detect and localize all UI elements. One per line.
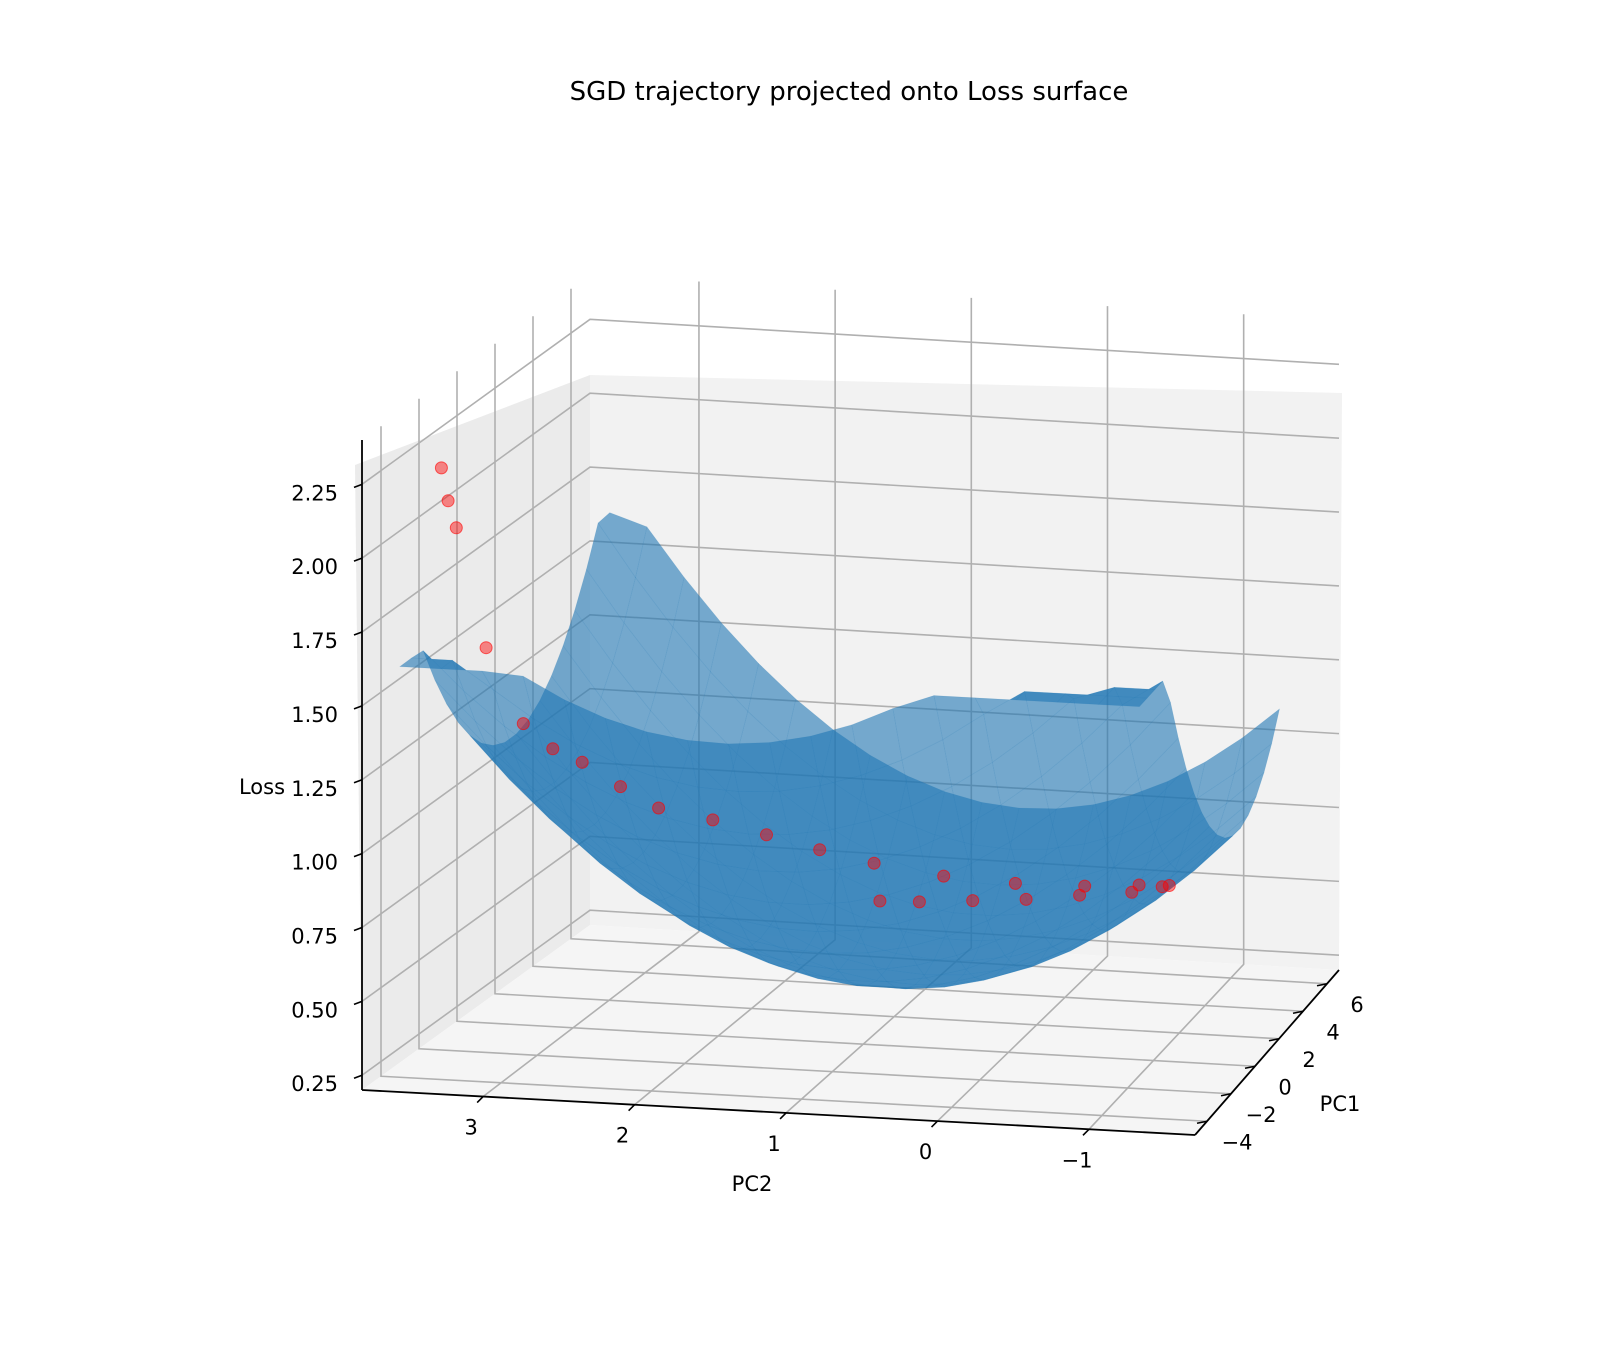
trajectory-point [937,869,951,883]
grid-line-loss [361,318,1340,485]
grid-line-pc1 [494,343,1280,1040]
grid-line-loss [361,540,1340,707]
y-tick-mark [1244,1065,1256,1070]
x-axis-line [361,1089,1196,1136]
y-tick-label: −4 [1222,1130,1253,1154]
grid-line-pc2 [482,281,700,1098]
surface-patch [398,657,454,670]
trajectory-point [867,856,881,870]
trajectory-point [873,894,887,908]
z-tick-mark [353,705,363,710]
trajectory-points [434,461,1176,909]
trajectory-point [516,717,530,731]
trajectory-point [706,813,720,827]
z-tick-label: 1.25 [291,777,338,801]
floor-pane [362,925,1339,1135]
z-tick-label: 1.00 [291,851,338,875]
x-tick-label: 0 [919,1140,932,1164]
x-tick-mark [930,1120,939,1128]
axis-lines [361,440,1340,1136]
tick-labels: 3 2 1 0 −1−4−202460.250.500.751.001.251.501.… [291,481,1363,1172]
trajectory-point [449,521,463,535]
z-tick-label: 1.75 [291,629,338,653]
x-tick-label: 2 [616,1124,629,1148]
trajectory-point [760,828,773,842]
y-axis-line [1194,969,1340,1136]
z-tick-mark [353,557,363,562]
y-tick-label: 4 [1326,1020,1339,1044]
z-axis-label: Loss [239,775,285,799]
z-tick-mark [353,483,363,489]
grid-line-pc1 [456,371,1256,1068]
grid-line-loss [361,392,1340,559]
z-tick-label: 0.75 [291,925,338,949]
x-axis-label: PC2 [732,1172,773,1196]
y-axis-label: PC1 [1320,1092,1361,1116]
trajectory-point [1008,876,1022,890]
y-tick-mark [1196,1120,1208,1125]
z-tick-mark [353,926,363,932]
trajectory-point [652,801,666,815]
surface-patch [1015,691,1067,703]
z-tick-label: 2.25 [291,481,338,505]
trajectory-point [479,641,493,655]
grid-line-pc1 [570,288,1328,985]
trajectory-point [1155,880,1169,894]
surface-patch [1056,693,1107,705]
trajectory-point [614,780,627,794]
y-tick-label: 2 [1302,1048,1315,1072]
grid-line-pc2 [1088,314,1245,1130]
trajectory-point [1019,892,1033,906]
grid-line-pc1 [418,398,1232,1095]
grid-line-loss [361,466,1340,633]
y-tick-mark [1316,982,1328,987]
trajectory-point [1073,888,1087,902]
loss-surface [398,512,1281,990]
z-tick-label: 0.50 [291,998,338,1022]
trajectory-point [1125,885,1139,899]
trajectory-point [546,742,560,756]
y-tick-label: −2 [1246,1103,1277,1127]
y-tick-label: 6 [1350,993,1363,1017]
trajectory-point [912,895,926,909]
z-tick-label: 1.50 [291,703,338,727]
trajectory-point [575,755,589,769]
x-tick-mark [476,1095,484,1104]
z-tick-label: 2.00 [291,555,338,579]
x-tick-mark [628,1104,636,1112]
z-tick-mark [353,1000,363,1006]
z-tick-label: 0.25 [291,1072,338,1096]
grid-line-pc2 [936,306,1109,1122]
trajectory-point [966,894,980,908]
grid-line-pc1 [380,426,1208,1123]
z-tick-mark [353,779,363,784]
chart-title: SGD trajectory projected onto Loss surfa… [570,77,1129,107]
surface-patch [446,703,499,766]
x-tick-label: 3 [464,1116,477,1140]
y-tick-label: 0 [1278,1075,1291,1099]
trajectory-point [813,843,827,857]
z-tick-mark [353,852,363,858]
z-tick-mark [353,1074,363,1079]
trajectory-point [441,494,455,508]
x-tick-mark [779,1112,787,1120]
trajectory-point [434,461,448,475]
x-tick-mark [1082,1128,1090,1136]
y-tick-mark [1292,1010,1304,1015]
y-tick-mark [1220,1092,1232,1097]
surface-patch [1097,695,1148,707]
y-tick-mark [1268,1037,1280,1042]
z-tick-mark [353,631,363,636]
x-tick-label: 1 [767,1132,780,1156]
grid-line-pc1 [532,316,1304,1013]
x-tick-label: −1 [1061,1148,1092,1172]
surface-patch [434,679,487,747]
